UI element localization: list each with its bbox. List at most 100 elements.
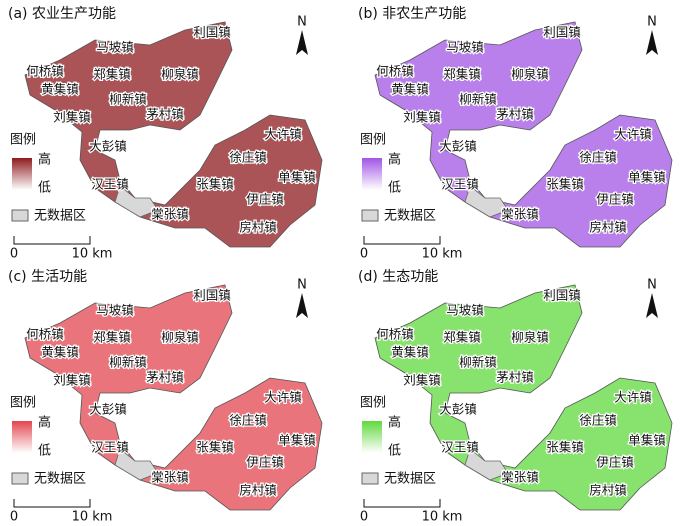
- town-label: 徐庄镇: [579, 413, 617, 428]
- town-label: 汉王镇: [441, 440, 479, 455]
- scale-start: 0: [360, 510, 368, 525]
- town-label: 大许镇: [614, 390, 652, 405]
- town-label: 棠张镇: [501, 207, 539, 222]
- town-label: 大许镇: [264, 390, 302, 405]
- town-label: 伊庄镇: [246, 455, 284, 470]
- town-label: 刘集镇: [403, 373, 441, 388]
- town-label: 茅村镇: [146, 370, 184, 385]
- town-label: 马坡镇: [446, 40, 484, 55]
- town-label: 张集镇: [196, 177, 234, 192]
- north-arrow: [296, 293, 308, 318]
- town-label: 张集镇: [546, 440, 584, 455]
- town-label: 徐庄镇: [229, 413, 267, 428]
- town-label: 徐庄镇: [579, 150, 617, 165]
- town-label: 郑集镇: [443, 330, 481, 345]
- town-label: 大彭镇: [439, 402, 477, 417]
- town-label: 单集镇: [278, 170, 316, 185]
- town-label: 黄集镇: [391, 82, 429, 97]
- legend-title: 图例: [360, 133, 386, 148]
- town-label: 郑集镇: [93, 67, 131, 82]
- panel-title: (c) 生活功能: [8, 269, 87, 285]
- town-label: 单集镇: [278, 433, 316, 448]
- town-label: 何桥镇: [376, 327, 414, 342]
- town-label: 柳新镇: [109, 92, 147, 107]
- scale-start: 0: [10, 247, 18, 262]
- town-label: 柳新镇: [109, 355, 147, 370]
- town-label: 马坡镇: [446, 303, 484, 318]
- town-label: 汉王镇: [91, 177, 129, 192]
- legend-high: 高: [38, 415, 51, 431]
- scale-bar: [363, 499, 441, 508]
- legend-low: 低: [388, 444, 401, 459]
- north-arrow: [296, 30, 308, 55]
- town-label: 单集镇: [628, 433, 666, 448]
- town-label: 何桥镇: [26, 327, 64, 342]
- town-label: 大许镇: [264, 127, 302, 142]
- town-label: 黄集镇: [41, 82, 79, 97]
- town-label: 刘集镇: [53, 373, 91, 388]
- scale-bar: [363, 236, 441, 245]
- town-label: 大彭镇: [89, 402, 127, 417]
- town-label: 棠张镇: [151, 470, 189, 485]
- no-data-swatch: [361, 472, 379, 485]
- town-label: 房村镇: [239, 220, 277, 235]
- town-label: 伊庄镇: [596, 455, 634, 470]
- town-label: 利国镇: [193, 25, 231, 40]
- scale-end: 10 km: [72, 510, 113, 525]
- town-label: 茅村镇: [146, 107, 184, 122]
- town-label: 张集镇: [546, 177, 584, 192]
- town-label: 何桥镇: [376, 64, 414, 79]
- scale-end: 10 km: [422, 510, 463, 525]
- town-label: 张集镇: [196, 440, 234, 455]
- town-label: 马坡镇: [96, 303, 134, 318]
- town-label: 何桥镇: [26, 64, 64, 79]
- town-label: 茅村镇: [496, 370, 534, 385]
- town-label: 伊庄镇: [596, 192, 634, 207]
- legend-high: 高: [388, 152, 401, 168]
- town-label: 房村镇: [239, 483, 277, 498]
- town-label: 利国镇: [543, 288, 581, 303]
- panel-title: (d) 生态功能: [358, 269, 438, 285]
- scale-end: 10 km: [422, 247, 463, 262]
- legend-no-data: 无数据区: [34, 472, 86, 487]
- no-data-swatch: [361, 209, 379, 222]
- town-label: 利国镇: [193, 288, 231, 303]
- no-data-area: [464, 185, 509, 218]
- legend-high: 高: [388, 415, 401, 431]
- town-label: 柳泉镇: [511, 330, 549, 345]
- town-label: 房村镇: [589, 220, 627, 235]
- town-label: 房村镇: [589, 483, 627, 498]
- north-arrow: [646, 293, 658, 318]
- town-label: 柳泉镇: [161, 67, 199, 82]
- town-label: 柳泉镇: [511, 67, 549, 82]
- town-label: 利国镇: [543, 25, 581, 40]
- legend-gradient: [12, 421, 32, 453]
- town-label: 郑集镇: [443, 67, 481, 82]
- town-label: 大彭镇: [439, 139, 477, 154]
- scale-start: 0: [10, 510, 18, 525]
- legend-low: 低: [38, 181, 51, 196]
- town-label: 刘集镇: [403, 110, 441, 125]
- town-label: 大许镇: [614, 127, 652, 142]
- town-label: 汉王镇: [441, 177, 479, 192]
- town-label: 柳新镇: [459, 355, 497, 370]
- legend-high: 高: [38, 152, 51, 168]
- town-label: 郑集镇: [93, 330, 131, 345]
- town-label: 棠张镇: [501, 470, 539, 485]
- town-label: 刘集镇: [53, 110, 91, 125]
- no-data-area: [114, 448, 159, 481]
- legend-gradient: [362, 158, 382, 190]
- north-label: N: [647, 278, 657, 293]
- town-label: 柳泉镇: [161, 330, 199, 345]
- town-label: 马坡镇: [96, 40, 134, 55]
- no-data-swatch: [11, 209, 29, 222]
- town-label: 汉王镇: [91, 440, 129, 455]
- north-arrow: [646, 30, 658, 55]
- town-label: 黄集镇: [391, 345, 429, 360]
- legend-gradient: [362, 421, 382, 453]
- legend-title: 图例: [10, 396, 36, 411]
- town-label: 黄集镇: [41, 345, 79, 360]
- town-label: 伊庄镇: [246, 192, 284, 207]
